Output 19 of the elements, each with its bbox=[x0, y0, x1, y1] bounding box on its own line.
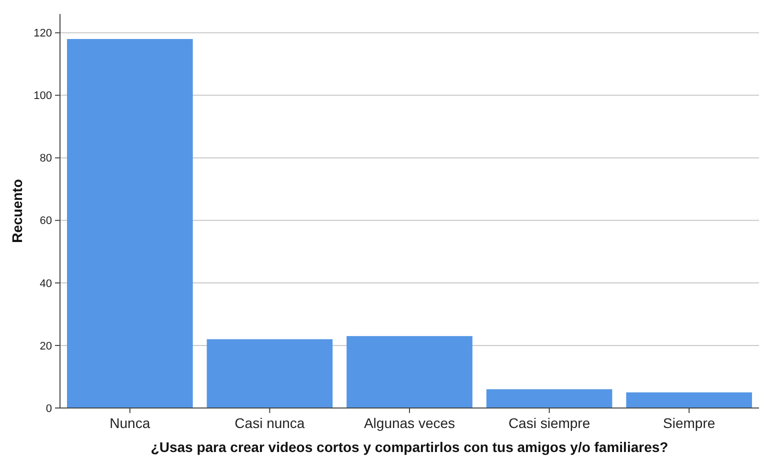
y-axis-title: Recuento bbox=[9, 179, 25, 243]
bar bbox=[626, 392, 752, 408]
bar bbox=[66, 39, 193, 408]
y-tick-label: 120 bbox=[34, 28, 52, 40]
bar bbox=[346, 336, 472, 408]
y-tick-label: 60 bbox=[40, 215, 52, 228]
y-tick-label: 100 bbox=[34, 90, 52, 102]
bar bbox=[206, 339, 333, 408]
x-tick-label: Siempre bbox=[663, 415, 716, 431]
y-tick-label: 0 bbox=[46, 402, 52, 415]
bar bbox=[486, 389, 612, 408]
y-tick-label: 20 bbox=[40, 340, 52, 352]
x-tick-label: Nunca bbox=[110, 415, 150, 431]
x-tick-label: Casi nunca bbox=[234, 415, 305, 431]
x-tick-label: Algunas veces bbox=[364, 415, 456, 431]
y-tick-label: 40 bbox=[40, 278, 52, 290]
x-axis-title: ¿Usas para crear videos cortos y compartirlos con tus amigos y/o familiares? bbox=[150, 439, 668, 455]
y-tick-label: 80 bbox=[40, 152, 52, 165]
x-tick-label: Casi siempre bbox=[508, 415, 590, 431]
